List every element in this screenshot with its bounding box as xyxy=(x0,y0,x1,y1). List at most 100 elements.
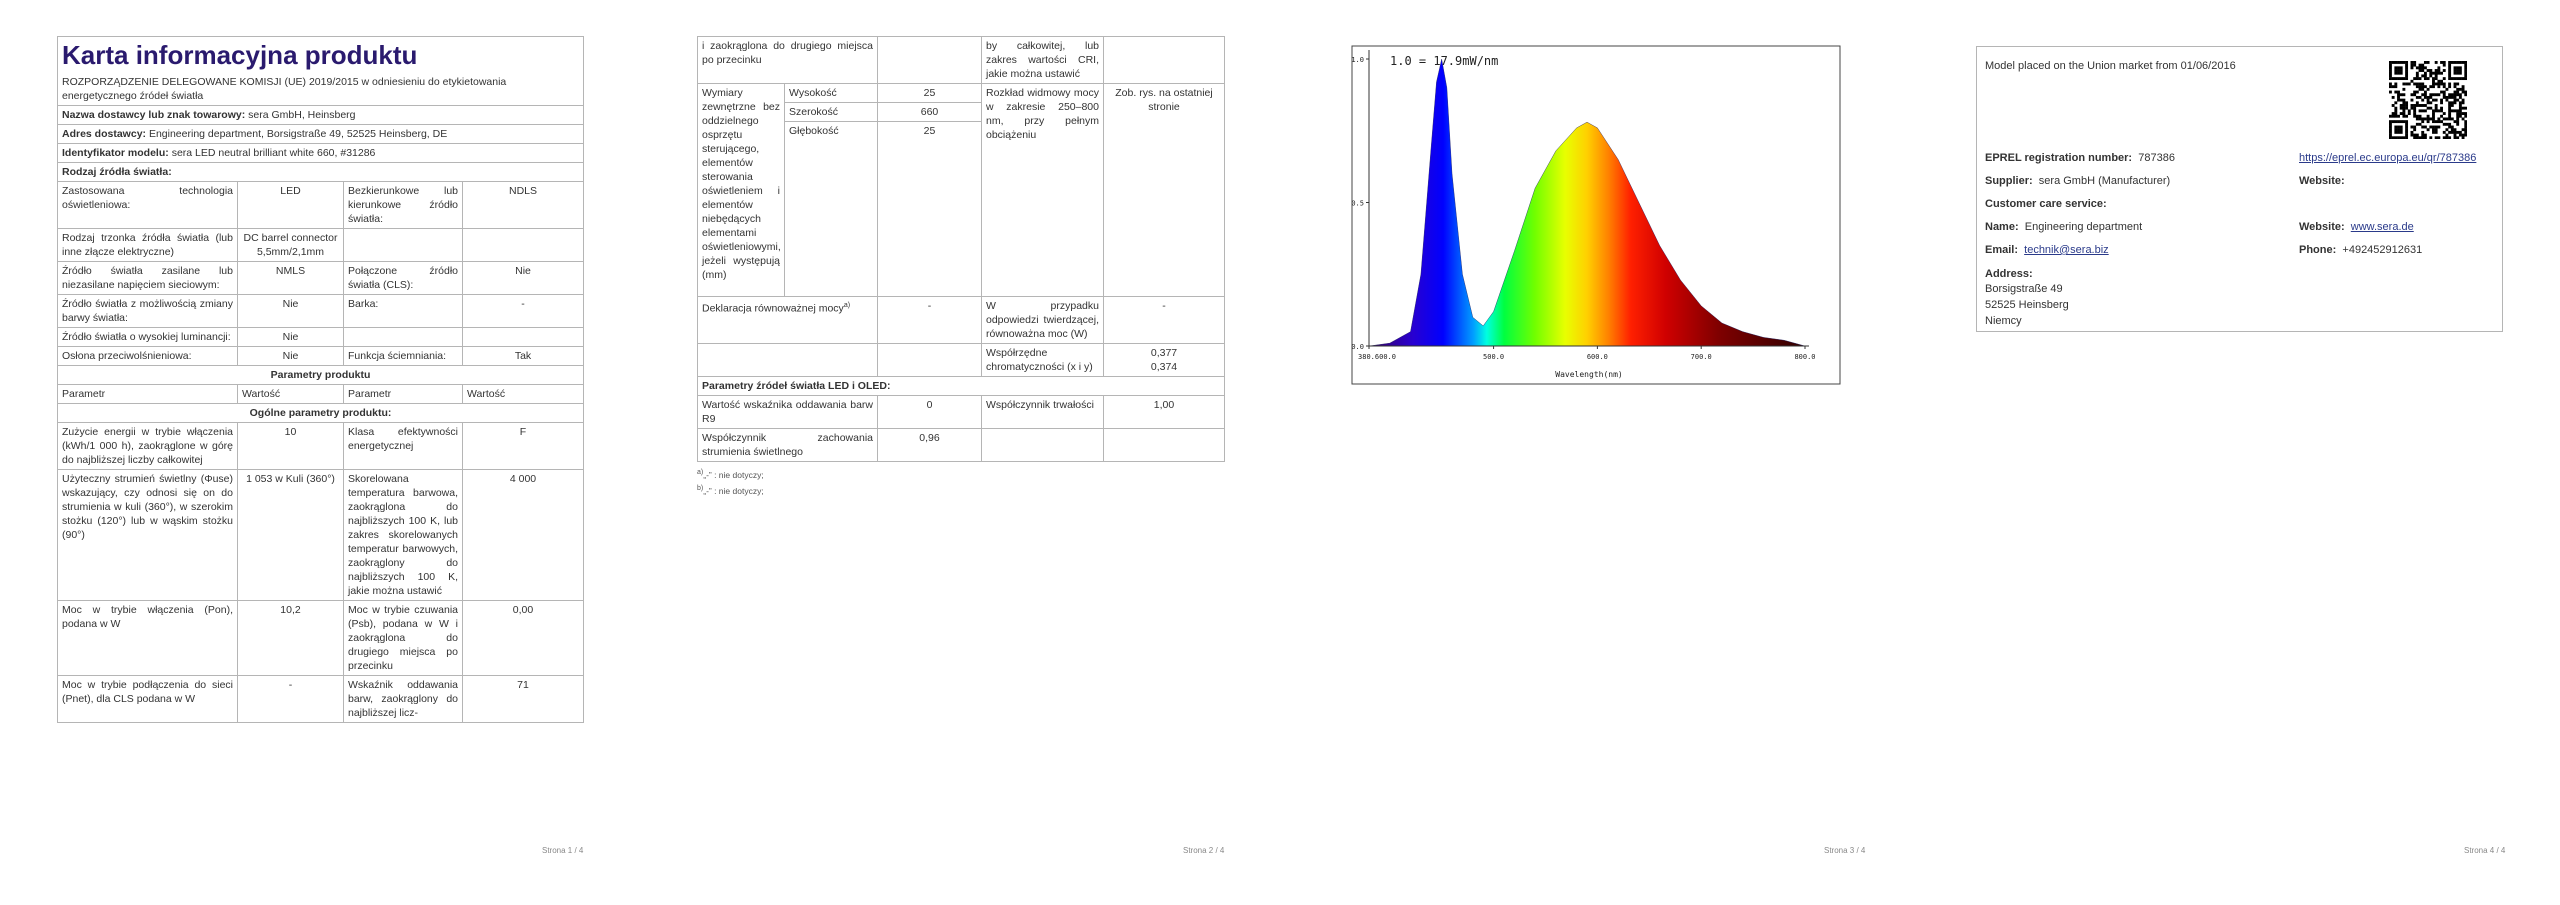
qr-module xyxy=(2453,98,2457,102)
qr-module xyxy=(2458,95,2462,99)
qr-module xyxy=(2445,98,2449,102)
table-row: Źródło światła zasilane lub niezasilane … xyxy=(57,261,585,295)
qr-module xyxy=(2402,120,2406,124)
qr-module xyxy=(2413,125,2417,129)
qr-module xyxy=(2448,109,2452,113)
link[interactable]: https://eprel.ec.europa.eu/qr/787386 xyxy=(2299,152,2477,164)
qr-module xyxy=(2418,114,2422,118)
qr-module xyxy=(2453,82,2457,86)
qr-module xyxy=(2429,95,2433,99)
product-table: i zaokrąglona do drugiego miejsca po prz… xyxy=(697,36,1225,462)
table-cell xyxy=(1103,36,1225,84)
qr-module xyxy=(2448,95,2452,99)
table-cell: by całkowitej, lub zakres wartości CRI, … xyxy=(981,36,1104,84)
qr-module xyxy=(2415,85,2419,89)
text: b)„-” : nie dotyczy; xyxy=(697,482,1229,498)
table-cell xyxy=(697,343,878,377)
x-tick-label: 500.0 xyxy=(1483,353,1504,361)
table-row: Wartość wskaźnika oddawania barw R9 0 Wspó… xyxy=(697,395,1225,429)
qr-module xyxy=(2432,120,2435,124)
link[interactable]: technik@sera.biz xyxy=(2024,244,2109,256)
value: 787386 xyxy=(2138,152,2175,164)
table-cell: Wartość xyxy=(237,384,344,404)
qr-module xyxy=(2458,77,2462,81)
qr-module xyxy=(2394,69,2398,72)
table-cell: Nie xyxy=(237,346,344,366)
qr-module xyxy=(2450,95,2454,99)
qr-module xyxy=(2456,120,2460,124)
table-cell: Rodzaj źródła światła: xyxy=(57,162,585,182)
qr-module xyxy=(2456,87,2460,91)
qr-module xyxy=(2448,69,2452,72)
qr-module xyxy=(2456,90,2460,94)
qr-module xyxy=(2389,71,2392,75)
qr-module xyxy=(2399,71,2403,75)
qr-module xyxy=(2448,101,2452,105)
table-cell: - xyxy=(877,296,982,344)
qr-module xyxy=(2402,114,2406,118)
label: Nazwa dostawcy lub znak towarowy: xyxy=(62,109,246,121)
table-row: Głębokość 25 xyxy=(698,121,1225,297)
note-mark: a) xyxy=(843,302,851,309)
label: Website: xyxy=(2299,221,2345,233)
qr-module xyxy=(2440,109,2443,113)
qr-module xyxy=(2394,82,2398,86)
label: Identyfikator modelu: xyxy=(62,147,169,159)
x-tick-label: 600.0 xyxy=(1587,353,1608,361)
note-mark: a) xyxy=(697,469,704,476)
qr-module xyxy=(2458,133,2462,137)
qr-module xyxy=(2418,63,2422,67)
qr-module xyxy=(2418,66,2422,70)
qr-module xyxy=(2402,106,2406,110)
qr-module xyxy=(2423,77,2427,81)
qr-module xyxy=(2464,133,2467,137)
qr-module xyxy=(2464,122,2467,126)
qr-module xyxy=(2405,120,2409,124)
table-cell: 0,00 xyxy=(461,600,585,676)
table-cell: Parametr xyxy=(57,384,238,404)
qr-module xyxy=(2399,93,2403,97)
spectrum-chart: 0.0 0.5 1.0 380.600.0 500.0 600.0 700.0 800.0 1… xyxy=(1351,45,1841,385)
qr-module xyxy=(2429,125,2433,129)
qr-module xyxy=(2448,77,2452,81)
annotation: 1.0 = 17.9mW/nm xyxy=(1390,54,1498,68)
qr-module xyxy=(2389,63,2392,67)
qr-module xyxy=(2440,98,2443,102)
qr-module xyxy=(2437,109,2441,113)
table-cell: Zastosowana technologia oświetleniowa: xyxy=(57,181,238,229)
qr-module xyxy=(2426,106,2430,110)
qr-module xyxy=(2432,98,2435,102)
qr-module xyxy=(2426,128,2430,132)
table-cell: Osłona przeciwolśnieniowa: xyxy=(57,346,238,366)
qr-module xyxy=(2399,106,2403,110)
qr-module xyxy=(2434,77,2438,81)
table-row: Osłona przeciwolśnieniowa: Nie Funkcja ści… xyxy=(57,346,585,366)
qr-module xyxy=(2421,69,2425,72)
text: Email: technik@sera.biz xyxy=(1985,243,2109,257)
qr-module xyxy=(2432,114,2435,118)
text: Strona 1 / 4 xyxy=(542,846,584,855)
qr-module xyxy=(2399,128,2403,132)
qr-module xyxy=(2450,109,2454,113)
qr-module xyxy=(2421,117,2425,121)
table-cell: Użyteczny strumień świetlny (Φuse) wskaz… xyxy=(57,469,238,601)
qr-module xyxy=(2448,117,2452,121)
qr-module xyxy=(2389,133,2392,137)
table-cell: Zużycie energii w trybie włączenia (kWh/… xyxy=(57,422,238,470)
table-row: Parametry produktu xyxy=(57,365,585,385)
table-cell: Moc w trybie włączenia (Pon), podana w W xyxy=(57,600,238,676)
qr-module xyxy=(2464,112,2467,115)
table-row: Zużycie energii w trybie włączenia (kWh/… xyxy=(57,422,585,470)
qr-module xyxy=(2461,136,2465,139)
qr-module xyxy=(2426,98,2430,102)
link[interactable]: www.sera.de xyxy=(2350,221,2414,233)
qr-module xyxy=(2394,61,2398,64)
qr-module xyxy=(2397,120,2400,124)
qr-module xyxy=(2423,117,2427,121)
y-tick-label: 1.0 xyxy=(1351,56,1364,64)
qr-module xyxy=(2450,77,2454,81)
qr-module xyxy=(2421,120,2425,124)
qr-module xyxy=(2423,133,2427,137)
qr-module xyxy=(2448,136,2452,139)
